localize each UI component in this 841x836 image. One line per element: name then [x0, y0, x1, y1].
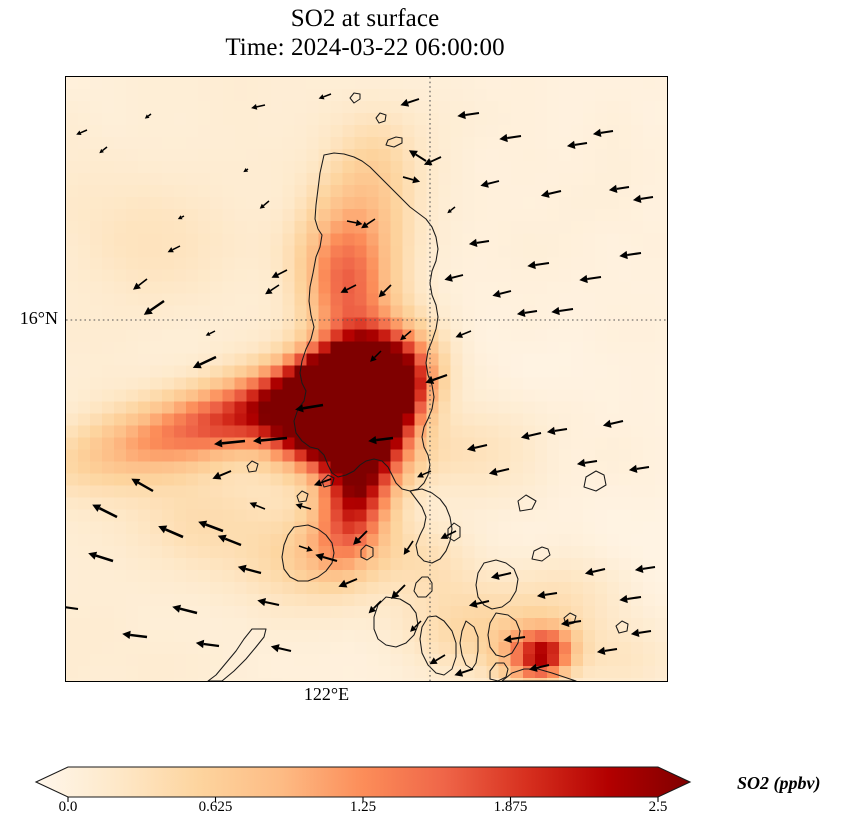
samar-island [475, 559, 519, 610]
colorbar-title: SO2 (ppbv) [737, 773, 821, 793]
lon-tick-label-122e: 122°E [303, 684, 350, 704]
page-title: SO2 at surface [290, 5, 440, 32]
islet-east-e [583, 470, 607, 492]
masbate-island [413, 576, 433, 598]
catanduanes-island [447, 522, 461, 542]
title-timestamp: Time: 2024-03-22 06:00:00 [225, 34, 505, 61]
bicol-peninsula [409, 488, 453, 564]
colorbar-tick-label-4: 2.5 [648, 799, 668, 815]
leyte-island [487, 612, 521, 658]
lat-tick-label-16n: 16°N [19, 308, 58, 328]
islet-west-c [321, 474, 335, 488]
islet-west-a [246, 460, 259, 473]
map-svg [66, 77, 667, 681]
mindanao-coast [501, 668, 577, 681]
luzon-coastline [293, 152, 439, 492]
palawan-island [207, 628, 267, 681]
colorbar-svg [34, 766, 692, 802]
islet-east-a [563, 612, 577, 626]
negros-island [419, 615, 457, 676]
mindoro-island [281, 524, 335, 582]
figure-title-block: SO2 at surface Time: 2024-03-22 06:00:00 [0, 4, 730, 62]
colorbar-tick-marks [67, 797, 659, 802]
islet-north-c [349, 92, 361, 104]
marinduque-island [360, 544, 374, 561]
islet-east-c [531, 546, 551, 562]
islet-east-d [517, 494, 537, 512]
bohol-island [489, 662, 509, 681]
islet-west-b [296, 490, 309, 503]
colorbar-tick-label-1: 0.625 [198, 799, 233, 815]
colorbar-tick-label-2: 1.25 [349, 799, 377, 815]
colorbar-tick-label-0: 0.0 [58, 799, 78, 815]
colorbar-gradient-bar [34, 766, 692, 798]
coastline-layer [207, 92, 629, 681]
islet-east-b [615, 620, 629, 634]
wind-vector-layer [66, 93, 656, 677]
panay-island [373, 596, 419, 648]
so2-concentration-grid [66, 77, 667, 681]
colorbar-tick-label-3: 1.875 [493, 799, 528, 815]
gridline-layer [66, 77, 667, 681]
islet-north-a [375, 112, 387, 124]
colorbar[interactable]: SO2 (ppbv) 0.0 0.625 1.25 1.875 2.5 [0, 755, 841, 836]
map-plot-area[interactable] [65, 76, 668, 682]
islet-north-b [385, 136, 403, 148]
